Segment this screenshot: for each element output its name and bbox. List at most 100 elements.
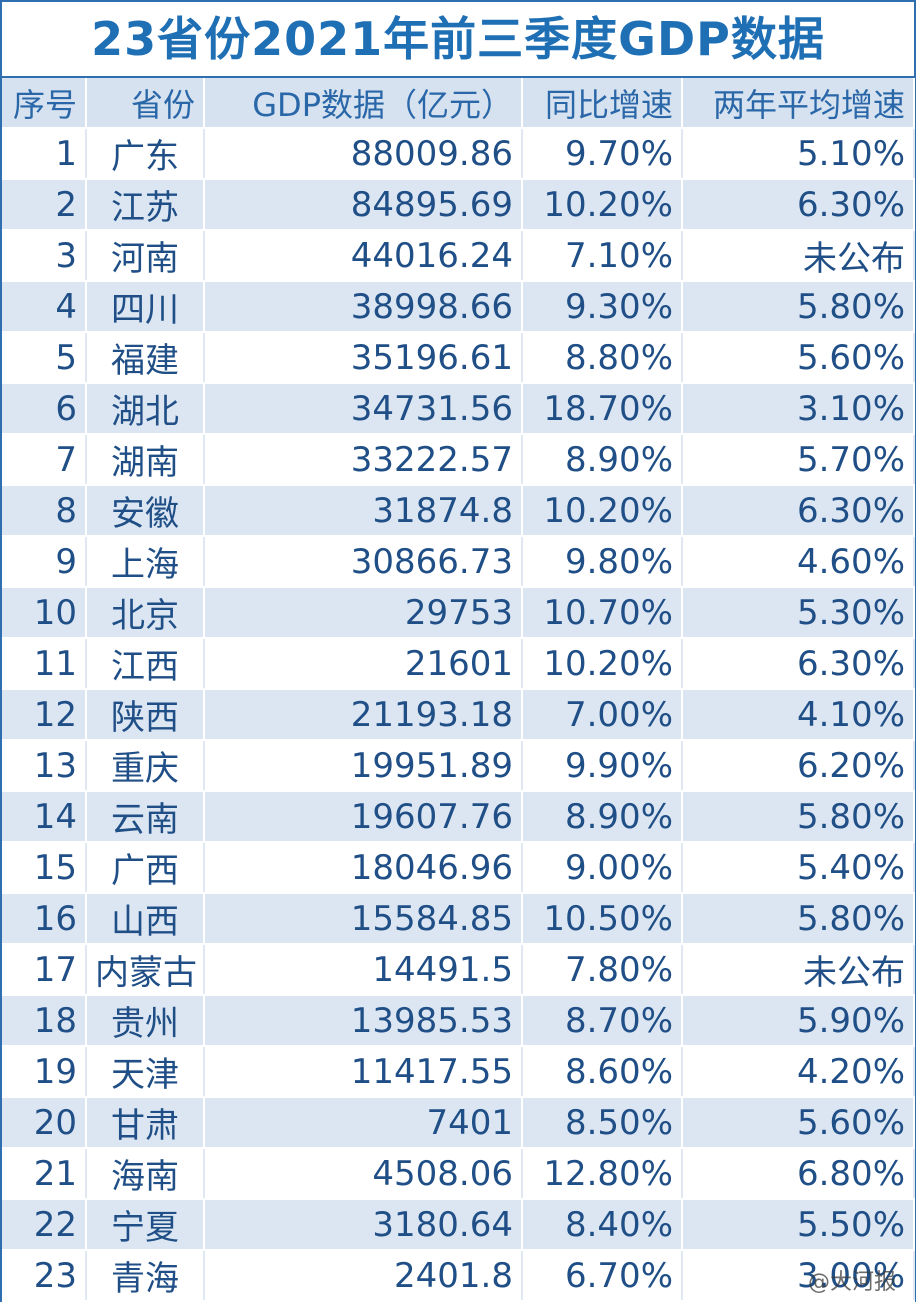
table-cell: 6 bbox=[2, 383, 87, 435]
table-cell: 青海 bbox=[86, 1250, 205, 1302]
table-cell: 14491.5 bbox=[204, 944, 523, 996]
table-cell: 未公布 bbox=[682, 230, 915, 282]
table-cell: 天津 bbox=[86, 1046, 205, 1098]
table-cell: 福建 bbox=[86, 332, 205, 384]
title: 23省份2021年前三季度GDP数据 bbox=[2, 2, 914, 78]
table-cell: 云南 bbox=[86, 791, 205, 843]
table-cell: 17 bbox=[2, 944, 87, 996]
table-cell: 6.30% bbox=[682, 485, 915, 537]
table-cell: 13 bbox=[2, 740, 87, 792]
table-cell: 11 bbox=[2, 638, 87, 690]
table-cell: 9.90% bbox=[522, 740, 683, 792]
table-cell: 河南 bbox=[86, 230, 205, 282]
table-cell: 88009.86 bbox=[204, 128, 523, 180]
table-cell: 5.60% bbox=[682, 1097, 915, 1149]
table-cell: 6.80% bbox=[682, 1148, 915, 1200]
table-cell: 7401 bbox=[204, 1097, 523, 1149]
table-cell: 8.90% bbox=[522, 791, 683, 843]
table-cell: 3180.64 bbox=[204, 1199, 523, 1251]
table-row: 21 海南 4508.06 12.80% 6.80% bbox=[2, 1148, 915, 1200]
table-cell: 7.80% bbox=[522, 944, 683, 996]
table-cell: 33222.57 bbox=[204, 434, 523, 486]
table-cell: 21193.18 bbox=[204, 689, 523, 741]
table-cell: 5.90% bbox=[682, 995, 915, 1047]
table-row: 22 宁夏 3180.64 8.40% 5.50% bbox=[2, 1199, 915, 1251]
table-cell: 湖北 bbox=[86, 383, 205, 435]
table-row: 11 江西 21601 10.20% 6.30% bbox=[2, 638, 915, 690]
header-cell: GDP数据（亿元） bbox=[204, 78, 523, 129]
table-row: 14 云南 19607.76 8.90% 5.80% bbox=[2, 791, 915, 843]
table-cell: 10.20% bbox=[522, 638, 683, 690]
table-cell: 2401.8 bbox=[204, 1250, 523, 1302]
table-cell: 4.10% bbox=[682, 689, 915, 741]
table-cell: 9 bbox=[2, 536, 87, 588]
table-cell: 34731.56 bbox=[204, 383, 523, 435]
header-cell: 省份 bbox=[86, 78, 205, 129]
table-cell: 内蒙古 bbox=[86, 944, 205, 996]
table-cell: 21601 bbox=[204, 638, 523, 690]
table-cell: 23 bbox=[2, 1250, 87, 1302]
table-cell: 4.20% bbox=[682, 1046, 915, 1098]
watermark: @大河报 bbox=[807, 1270, 896, 1295]
table-cell: 44016.24 bbox=[204, 230, 523, 282]
table-cell: 8.90% bbox=[522, 434, 683, 486]
table-cell: 6.70% bbox=[522, 1250, 683, 1302]
table-cell: 5.40% bbox=[682, 842, 915, 894]
table-cell: 8.40% bbox=[522, 1199, 683, 1251]
table-cell: 18 bbox=[2, 995, 87, 1047]
table-cell: 35196.61 bbox=[204, 332, 523, 384]
table-row: 12 陕西 21193.18 7.00% 4.10% bbox=[2, 689, 915, 741]
table-cell: 重庆 bbox=[86, 740, 205, 792]
table-cell: 9.30% bbox=[522, 281, 683, 333]
header-cell: 两年平均增速 bbox=[682, 78, 915, 129]
table-cell: 38998.66 bbox=[204, 281, 523, 333]
table-cell: 5.70% bbox=[682, 434, 915, 486]
table-cell: 14 bbox=[2, 791, 87, 843]
table-cell: 10.20% bbox=[522, 179, 683, 231]
table-cell: 北京 bbox=[86, 587, 205, 639]
table-cell: 7.10% bbox=[522, 230, 683, 282]
table-cell: 11417.55 bbox=[204, 1046, 523, 1098]
table-cell: 3 bbox=[2, 230, 87, 282]
table-row: 8 安徽 31874.8 10.20% 6.30% bbox=[2, 485, 915, 537]
header-cell: 同比增速 bbox=[522, 78, 683, 129]
table-cell: 29753 bbox=[204, 587, 523, 639]
header-row: 序号 省份 GDP数据（亿元） 同比增速 两年平均增速 bbox=[2, 78, 915, 129]
table-cell: 6.30% bbox=[682, 638, 915, 690]
table-cell: 山西 bbox=[86, 893, 205, 945]
table-row: 6 湖北 34731.56 18.70% 3.10% bbox=[2, 383, 915, 435]
table-cell: 5.50% bbox=[682, 1199, 915, 1251]
table-cell: 8.60% bbox=[522, 1046, 683, 1098]
table-cell: 5.30% bbox=[682, 587, 915, 639]
table-cell: 5 bbox=[2, 332, 87, 384]
gdp-table: 序号 省份 GDP数据（亿元） 同比增速 两年平均增速 1 广东 88009.86 9.70%… bbox=[2, 78, 915, 1302]
table-row: 2 江苏 84895.69 10.20% 6.30% bbox=[2, 179, 915, 231]
table-cell: 陕西 bbox=[86, 689, 205, 741]
table-cell: 广西 bbox=[86, 842, 205, 894]
table-row: 7 湖南 33222.57 8.90% 5.70% bbox=[2, 434, 915, 486]
table-cell: 2 bbox=[2, 179, 87, 231]
table-row: 1 广东 88009.86 9.70% 5.10% bbox=[2, 128, 915, 180]
table-cell: 甘肃 bbox=[86, 1097, 205, 1149]
table-cell: 9.00% bbox=[522, 842, 683, 894]
table-cell: 5.60% bbox=[682, 332, 915, 384]
table-row: 18 贵州 13985.53 8.70% 5.90% bbox=[2, 995, 915, 1047]
table-cell: 4508.06 bbox=[204, 1148, 523, 1200]
table-cell: 12 bbox=[2, 689, 87, 741]
table-cell: 湖南 bbox=[86, 434, 205, 486]
table-cell: 8.70% bbox=[522, 995, 683, 1047]
table-cell: 7 bbox=[2, 434, 87, 486]
table-cell: 8 bbox=[2, 485, 87, 537]
table-cell: 22 bbox=[2, 1199, 87, 1251]
table-cell: 19607.76 bbox=[204, 791, 523, 843]
table-row: 23 青海 2401.8 6.70% 3.00% bbox=[2, 1250, 915, 1302]
table-row: 15 广西 18046.96 9.00% 5.40% bbox=[2, 842, 915, 894]
table-row: 10 北京 29753 10.70% 5.30% bbox=[2, 587, 915, 639]
table-cell: 10 bbox=[2, 587, 87, 639]
table-cell: 7.00% bbox=[522, 689, 683, 741]
table-cell: 10.70% bbox=[522, 587, 683, 639]
header-cell: 序号 bbox=[2, 78, 87, 129]
table-cell: 5.80% bbox=[682, 893, 915, 945]
table-row: 17 内蒙古 14491.5 7.80% 未公布 bbox=[2, 944, 915, 996]
